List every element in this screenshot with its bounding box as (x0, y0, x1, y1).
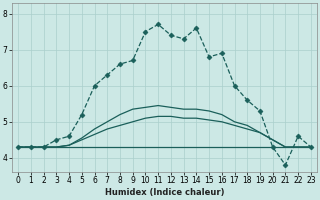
X-axis label: Humidex (Indice chaleur): Humidex (Indice chaleur) (105, 188, 224, 197)
